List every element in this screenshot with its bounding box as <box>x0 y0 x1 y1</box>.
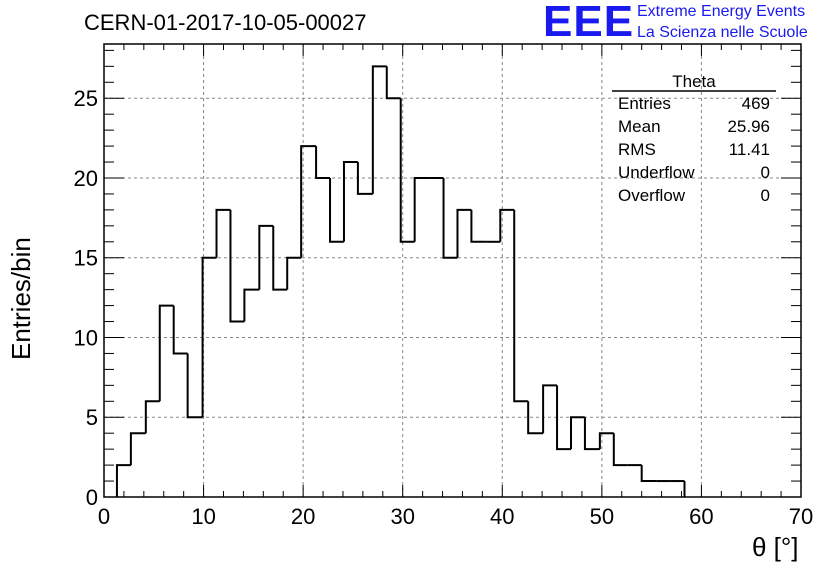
x-tick-label: 0 <box>98 504 110 529</box>
x-tick-label: 50 <box>590 504 614 529</box>
histogram-bin <box>329 177 344 243</box>
histogram-bin <box>356 162 373 195</box>
histogram-bin <box>583 417 600 451</box>
histogram-bin <box>527 401 544 435</box>
logo-text-line1: Extreme Energy Events <box>637 3 806 20</box>
stats-box-title: Theta <box>672 72 716 91</box>
histogram-bin <box>129 432 146 466</box>
histogram-bin <box>598 432 614 450</box>
logo-text-line2: La Scienza nelle Scuole <box>637 24 808 41</box>
histogram-bin <box>499 208 515 242</box>
x-tick-label: 40 <box>490 504 514 529</box>
y-tick-label: 0 <box>86 485 98 510</box>
chart-title: CERN-01-2017-10-05-00027 <box>84 10 367 35</box>
y-tick-label: 15 <box>74 246 98 271</box>
stats-value: 25.96 <box>727 117 770 136</box>
histogram-bin <box>542 384 558 434</box>
histogram-bin <box>115 464 131 497</box>
histogram-bin <box>286 256 302 290</box>
histogram-bin <box>258 224 274 290</box>
histogram-bin <box>470 209 487 243</box>
histogram-bin <box>640 465 657 483</box>
y-tick-label: 25 <box>74 86 98 111</box>
x-tick-label: 60 <box>689 504 713 529</box>
histogram-bin <box>442 177 458 259</box>
stats-value: 11.41 <box>728 140 770 159</box>
x-tick-label: 70 <box>789 504 813 529</box>
histogram-bin <box>272 225 288 291</box>
histogram-bin <box>556 385 571 451</box>
histogram-bin <box>229 209 245 323</box>
histogram-bin <box>315 146 331 179</box>
stats-key: Entries <box>618 94 671 113</box>
histogram-bin <box>172 305 188 355</box>
stats-value: 0 <box>760 163 770 182</box>
eee-logo: EEE <box>543 0 635 46</box>
stats-value: 469 <box>741 94 770 113</box>
histogram-bin <box>399 98 415 243</box>
histogram-bin <box>300 145 317 258</box>
stats-key: Underflow <box>618 163 695 182</box>
stats-key: Mean <box>618 117 661 136</box>
x-tick-label: 30 <box>390 504 414 529</box>
histogram-bin <box>569 416 585 450</box>
x-axis-label: θ [°] <box>752 532 799 562</box>
histogram-bin <box>385 66 401 100</box>
histogram-bin <box>612 433 628 467</box>
y-tick-label: 5 <box>86 405 98 430</box>
histogram-bin <box>215 208 231 258</box>
histogram-bin <box>243 288 260 322</box>
histogram-bin <box>413 176 430 242</box>
y-tick-label: 10 <box>74 325 98 350</box>
histogram-bin <box>186 353 203 419</box>
stats-key: RMS <box>618 140 656 159</box>
x-tick-label: 10 <box>191 504 215 529</box>
histogram-bin <box>513 209 529 403</box>
histogram-bin <box>342 161 358 242</box>
x-tick-label: 20 <box>291 504 315 529</box>
histogram-bin <box>456 208 472 258</box>
histogram-bin <box>201 256 217 418</box>
histogram-bin <box>158 304 174 402</box>
plot-frame <box>103 43 802 498</box>
histogram-bin <box>371 65 387 194</box>
histogram-bin <box>144 400 160 434</box>
y-tick-label: 20 <box>74 166 98 191</box>
stats-value: 0 <box>760 186 770 205</box>
stats-key: Overflow <box>618 186 686 205</box>
